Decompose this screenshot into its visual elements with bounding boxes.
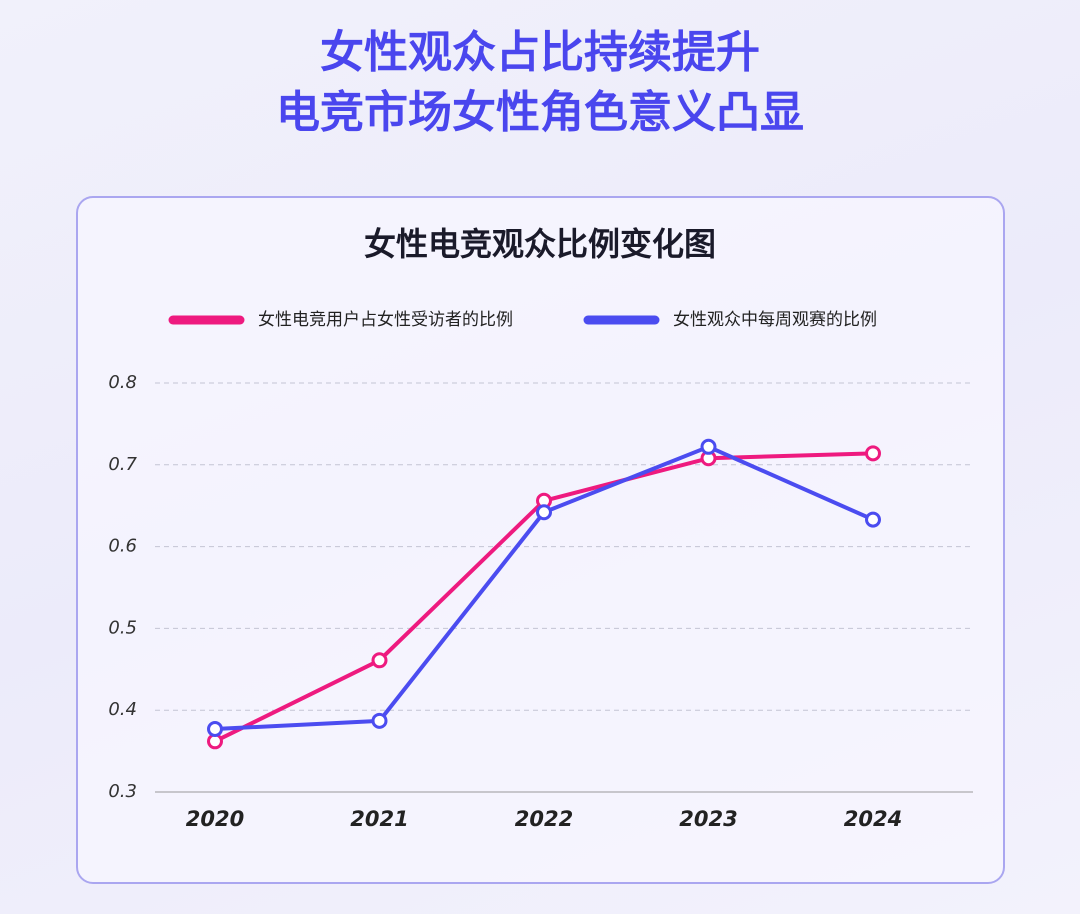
headline: 女性观众占比持续提升 xyxy=(320,27,760,78)
y-tick-label: 0.4 xyxy=(108,699,137,720)
chart-title: 女性电竞观众比例变化图 xyxy=(364,225,716,263)
point-marker xyxy=(371,652,388,669)
headline: 电竞市场女性角色意义凸显 xyxy=(276,87,804,138)
x-tick-label: 2023 xyxy=(679,807,737,831)
legend-label: 女性观众中每周观赛的比例 xyxy=(673,309,877,330)
x-tick-label: 2020 xyxy=(186,807,244,831)
y-tick-label: 0.8 xyxy=(108,372,137,393)
x-tick-label: 2022 xyxy=(515,807,573,831)
legend-label: 女性电竞用户占女性受访者的比例 xyxy=(258,310,513,330)
y-tick-label: 0.3 xyxy=(108,781,137,802)
y-tick-label: 0.5 xyxy=(108,617,137,638)
x-tick-label: 2024 xyxy=(844,807,902,831)
point-marker xyxy=(700,438,717,455)
point-marker xyxy=(865,445,881,462)
chart-card xyxy=(76,196,1005,884)
point-marker xyxy=(371,712,388,729)
point-marker xyxy=(865,511,881,528)
y-tick-label: 0.7 xyxy=(108,454,137,475)
x-tick-label: 2021 xyxy=(350,807,408,831)
point-marker xyxy=(207,721,223,738)
y-tick-label: 0.6 xyxy=(108,536,137,557)
point-marker xyxy=(536,504,552,521)
